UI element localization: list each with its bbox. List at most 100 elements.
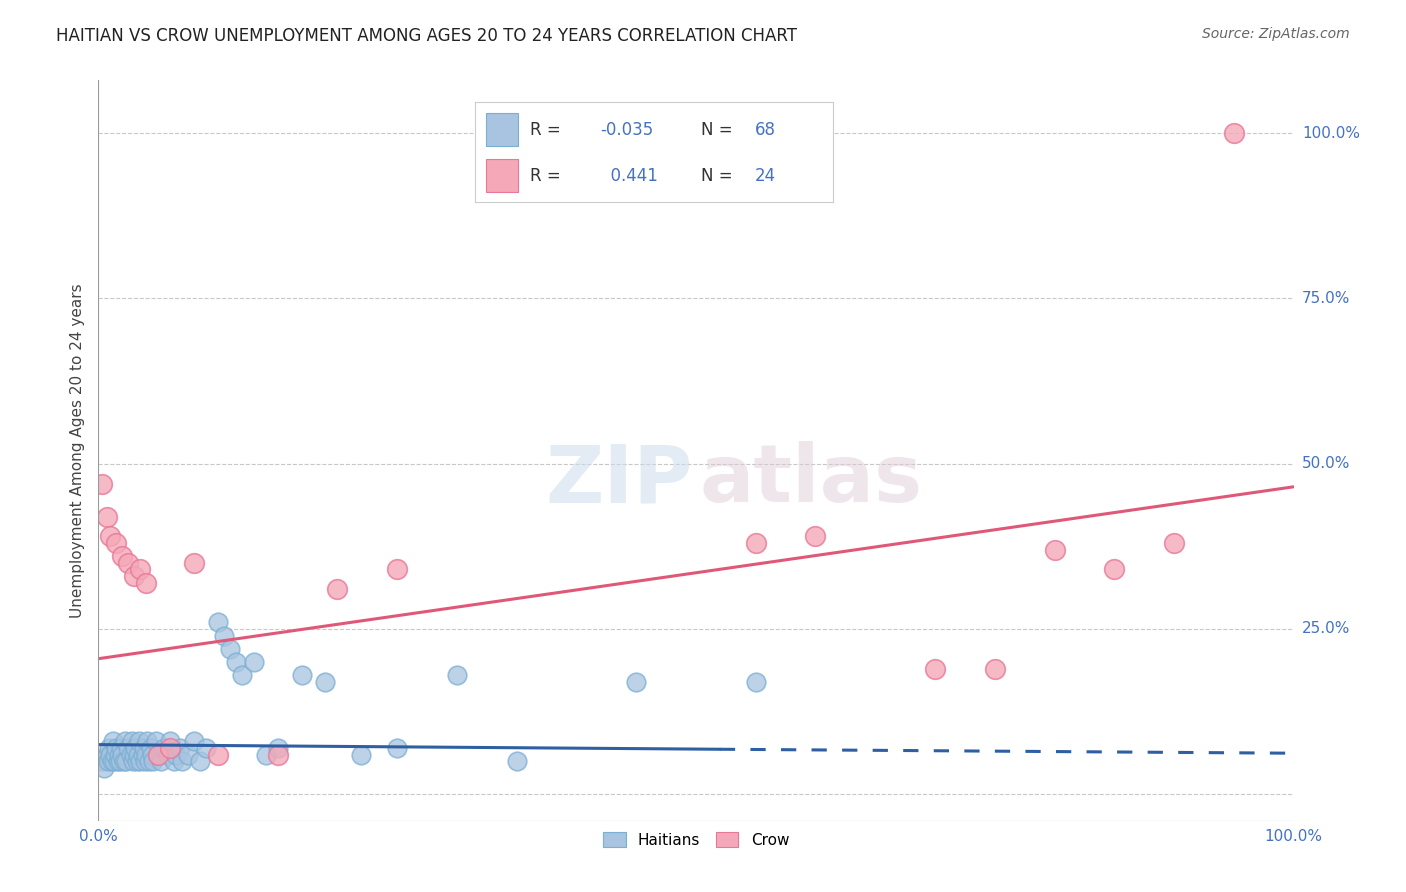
Point xyxy=(134,754,156,768)
Point xyxy=(165,747,187,762)
Point xyxy=(745,674,768,689)
Point xyxy=(315,674,337,689)
Point xyxy=(139,740,162,755)
Point xyxy=(172,754,194,768)
Point xyxy=(291,668,314,682)
Point xyxy=(129,562,152,576)
Point xyxy=(385,562,409,576)
Point xyxy=(145,734,167,748)
Text: HAITIAN VS CROW UNEMPLOYMENT AMONG AGES 20 TO 24 YEARS CORRELATION CHART: HAITIAN VS CROW UNEMPLOYMENT AMONG AGES … xyxy=(56,27,797,45)
Point xyxy=(984,662,1007,676)
Point xyxy=(105,536,128,550)
Point xyxy=(129,754,152,768)
Point xyxy=(108,754,131,768)
Point xyxy=(138,754,160,768)
Point xyxy=(156,747,179,762)
Point xyxy=(804,529,827,543)
Point xyxy=(149,754,172,768)
Point xyxy=(446,668,468,682)
Point xyxy=(188,754,211,768)
Point xyxy=(132,740,155,755)
Point xyxy=(125,754,148,768)
Point xyxy=(110,740,132,755)
Point xyxy=(142,754,165,768)
Point xyxy=(96,509,118,524)
Point xyxy=(326,582,349,597)
Point xyxy=(506,754,529,768)
Point xyxy=(124,740,146,755)
Point xyxy=(231,668,253,682)
Point xyxy=(105,740,128,755)
Point xyxy=(626,674,648,689)
Point xyxy=(128,734,150,748)
Point xyxy=(103,754,125,768)
Text: 100.0%: 100.0% xyxy=(1302,126,1360,141)
Point xyxy=(148,747,170,762)
Point xyxy=(101,734,124,748)
Point xyxy=(745,536,768,550)
Point xyxy=(107,747,129,762)
Point xyxy=(169,740,191,755)
Point xyxy=(121,734,143,748)
Point xyxy=(115,754,138,768)
Point xyxy=(183,556,205,570)
Point xyxy=(124,569,146,583)
Point xyxy=(98,740,121,755)
Point xyxy=(385,740,409,755)
Point xyxy=(98,529,122,543)
Point xyxy=(112,754,135,768)
Point xyxy=(104,747,127,762)
Point xyxy=(212,629,235,643)
Point xyxy=(91,476,114,491)
Point xyxy=(148,747,170,762)
Point xyxy=(153,740,176,755)
Point xyxy=(924,662,946,676)
Text: ZIP: ZIP xyxy=(546,441,692,519)
Point xyxy=(1104,562,1126,576)
Point xyxy=(124,747,146,762)
Point xyxy=(120,747,142,762)
Point xyxy=(1223,126,1246,140)
Point xyxy=(1163,536,1185,550)
Text: 50.0%: 50.0% xyxy=(1302,456,1350,471)
Point xyxy=(93,761,115,775)
Point xyxy=(117,740,139,755)
Point xyxy=(207,615,229,630)
Text: 75.0%: 75.0% xyxy=(1302,291,1350,306)
Point xyxy=(1043,542,1066,557)
Point xyxy=(97,754,120,768)
Text: Source: ZipAtlas.com: Source: ZipAtlas.com xyxy=(1202,27,1350,41)
Point xyxy=(267,740,290,755)
Point xyxy=(111,747,134,762)
Point xyxy=(195,740,218,755)
Point xyxy=(163,754,186,768)
Point xyxy=(267,747,290,762)
Legend: Haitians, Crow: Haitians, Crow xyxy=(596,825,796,854)
Point xyxy=(107,754,129,768)
Point xyxy=(254,747,277,762)
Y-axis label: Unemployment Among Ages 20 to 24 years: Unemployment Among Ages 20 to 24 years xyxy=(69,283,84,618)
Point xyxy=(350,747,373,762)
Point xyxy=(98,747,122,762)
Point xyxy=(159,740,181,755)
Point xyxy=(136,734,159,748)
Point xyxy=(91,754,114,768)
Point xyxy=(122,754,145,768)
Point xyxy=(207,747,229,762)
Point xyxy=(127,747,149,762)
Point xyxy=(111,549,134,564)
Point xyxy=(225,655,247,669)
Point xyxy=(100,754,122,768)
Point xyxy=(114,734,136,748)
Point xyxy=(177,747,200,762)
Point xyxy=(131,747,153,762)
Point xyxy=(219,641,242,656)
Point xyxy=(183,734,205,748)
Point xyxy=(135,747,157,762)
Point xyxy=(135,575,157,590)
Point xyxy=(159,734,181,748)
Point xyxy=(117,556,139,570)
Point xyxy=(141,747,163,762)
Text: 25.0%: 25.0% xyxy=(1302,622,1350,636)
Text: atlas: atlas xyxy=(700,441,922,519)
